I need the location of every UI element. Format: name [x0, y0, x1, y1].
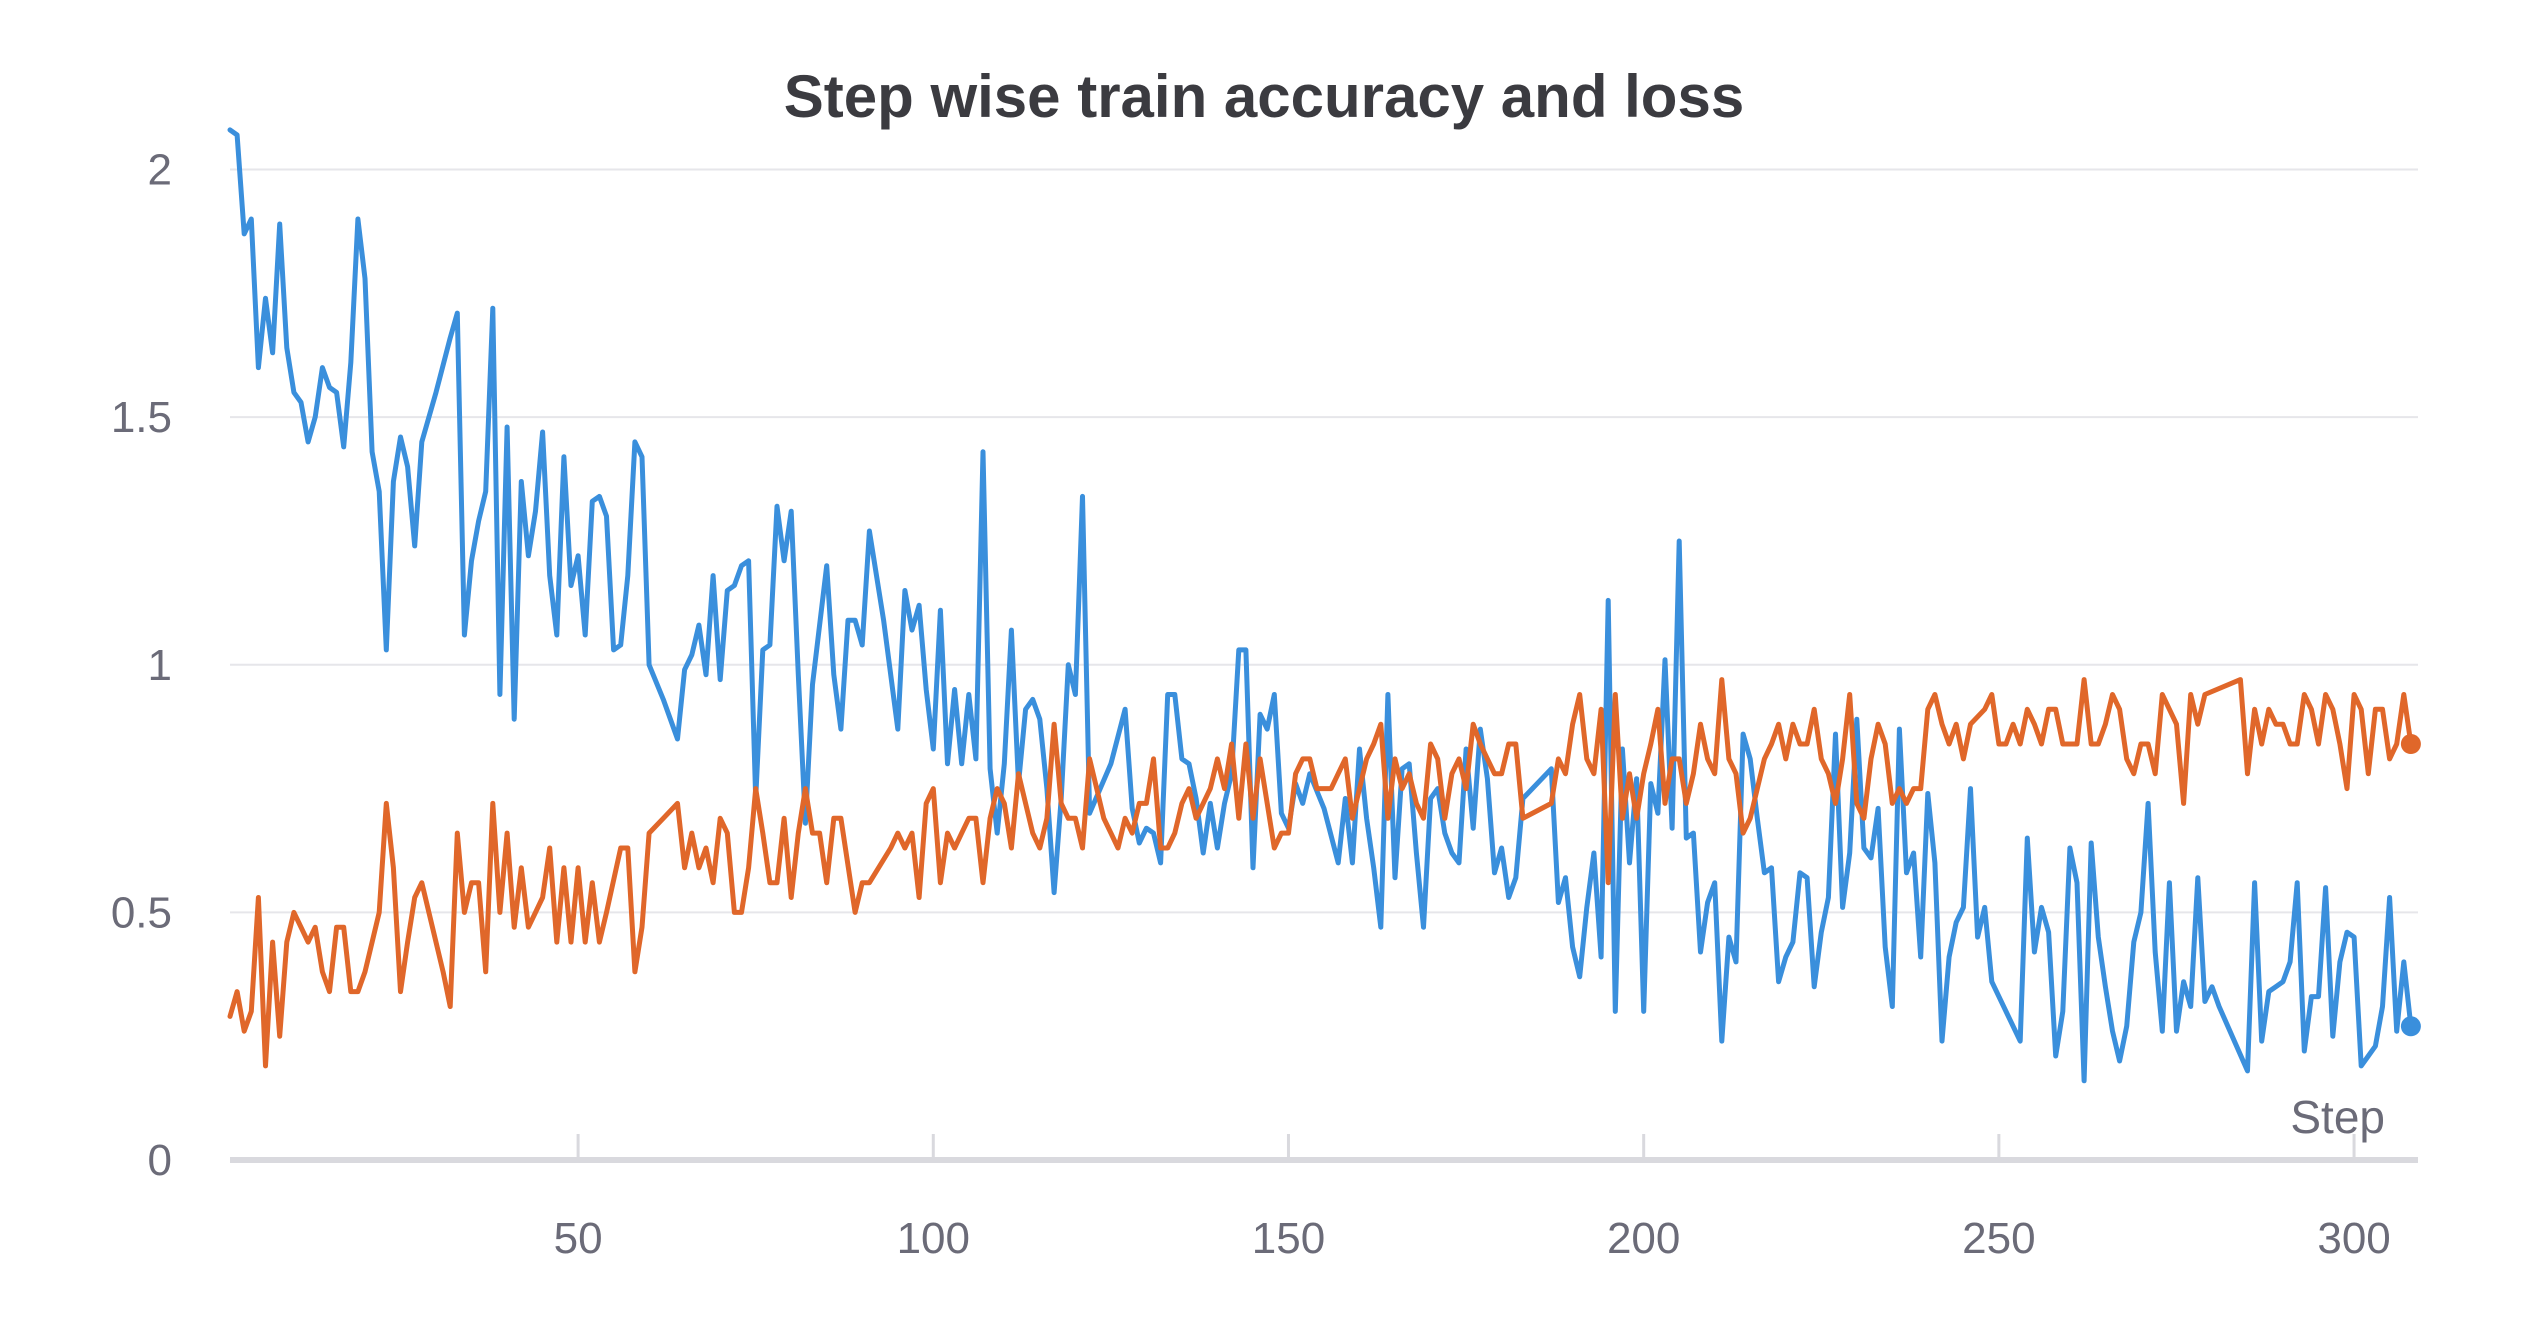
x-tick-label: 100 [897, 1214, 970, 1263]
x-tick-label: 250 [1962, 1214, 2035, 1263]
y-tick-label: 0 [148, 1136, 172, 1185]
x-axis: 50 100 150 200 250 300 [230, 1134, 2418, 1263]
series-end-point-1 [2400, 1016, 2421, 1037]
chart-title: Step wise train accuracy and loss [783, 63, 1745, 130]
series-end-point-2 [2400, 734, 2421, 754]
x-tick-label: 150 [1252, 1214, 1325, 1263]
y-tick-label: 0.5 [111, 888, 172, 937]
y-tick-label: 1 [148, 641, 172, 690]
x-tick-label: 50 [554, 1214, 603, 1263]
series-lines [227, 127, 2421, 1084]
y-tick-label: 2 [148, 146, 172, 195]
y-axis: 0 0.5 1 1.5 2 [111, 146, 172, 1185]
y-tick-label: 1.5 [111, 393, 172, 442]
x-tick-label: 200 [1607, 1214, 1680, 1263]
series-line-2 [227, 677, 2414, 1069]
x-axis-label: Step [2290, 1091, 2385, 1143]
x-tick-label: 300 [2317, 1214, 2390, 1263]
series-line-1 [227, 127, 2414, 1084]
